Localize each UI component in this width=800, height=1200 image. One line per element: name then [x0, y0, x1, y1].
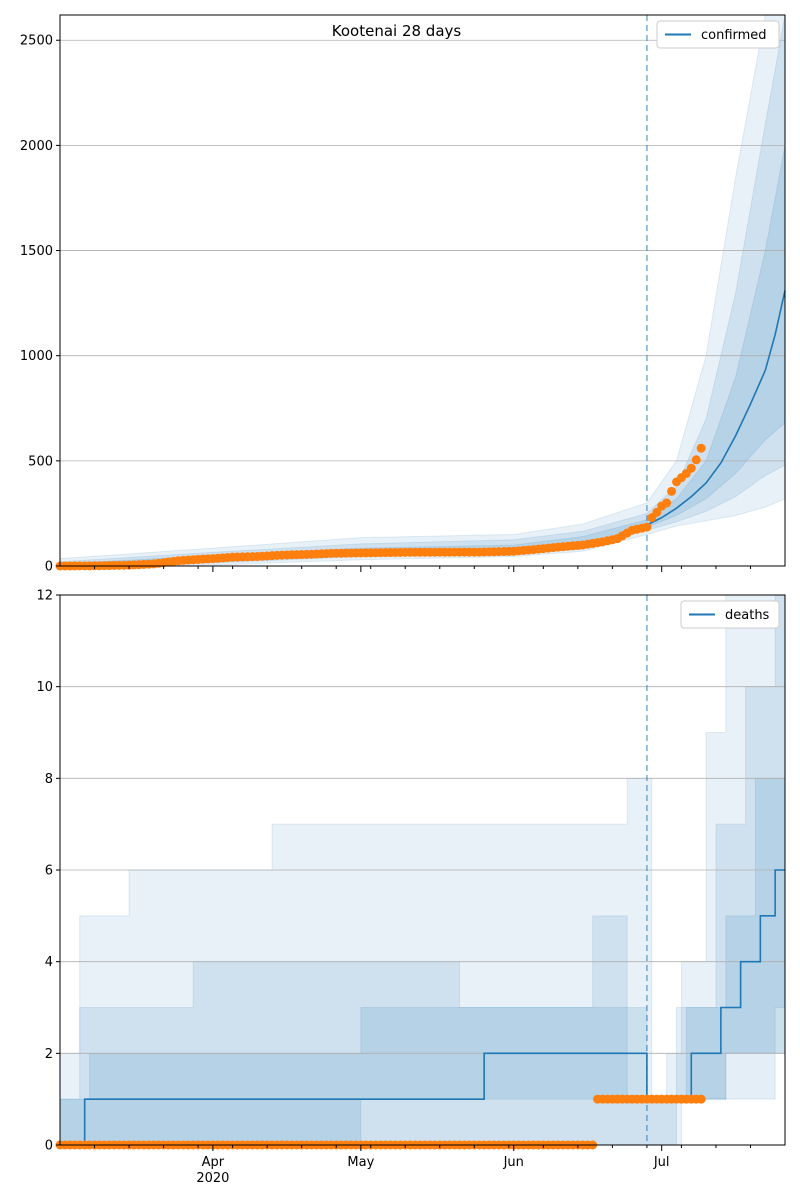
y-tick-label: 2000 — [20, 139, 53, 154]
y-tick-label: 2500 — [20, 34, 53, 49]
series-line-deaths — [60, 869, 785, 1146]
y-tick-label: 4 — [45, 955, 53, 970]
y-tick-label: 1500 — [20, 244, 53, 259]
y-tick-label: 0 — [45, 1139, 53, 1154]
observed-point — [696, 1094, 706, 1104]
y-tick-label: 0 — [45, 560, 53, 575]
y-tick-label: 2 — [45, 1047, 53, 1062]
legend-deaths: deaths — [680, 600, 780, 629]
chart-title: Kootenai 28 days — [332, 22, 462, 40]
x-tick-label: Jul — [653, 1155, 670, 1170]
series-line-confirmed — [646, 290, 786, 526]
legend-label-deaths: deaths — [725, 608, 770, 623]
observed-point — [662, 498, 672, 508]
confirmed-panel: 0 500 1000 1500 2000 2500 Kootenai 28 days co… — [20, 14, 786, 575]
y-tick-label: 6 — [45, 864, 53, 879]
legend-confirmed: confirmed — [656, 20, 780, 49]
legend-label-confirmed: confirmed — [701, 28, 767, 43]
y-tick-label: 10 — [36, 680, 53, 695]
x-tick-label: Jun — [503, 1155, 524, 1170]
y-tick-label: 12 — [36, 589, 53, 604]
x-tick-sublabel: 2020 — [196, 1171, 229, 1186]
observed-point — [652, 507, 662, 517]
y-tick-label: 500 — [28, 454, 53, 469]
observed-point — [686, 463, 696, 473]
observed-point — [667, 486, 677, 496]
y-tick-label: 1000 — [20, 349, 53, 364]
observed-point — [691, 455, 701, 465]
x-tick-label: May — [347, 1155, 374, 1170]
y-tick-label: 8 — [45, 772, 53, 787]
observed-point — [642, 522, 652, 532]
observed-point — [696, 443, 706, 453]
x-tick-label: Apr — [202, 1155, 225, 1170]
